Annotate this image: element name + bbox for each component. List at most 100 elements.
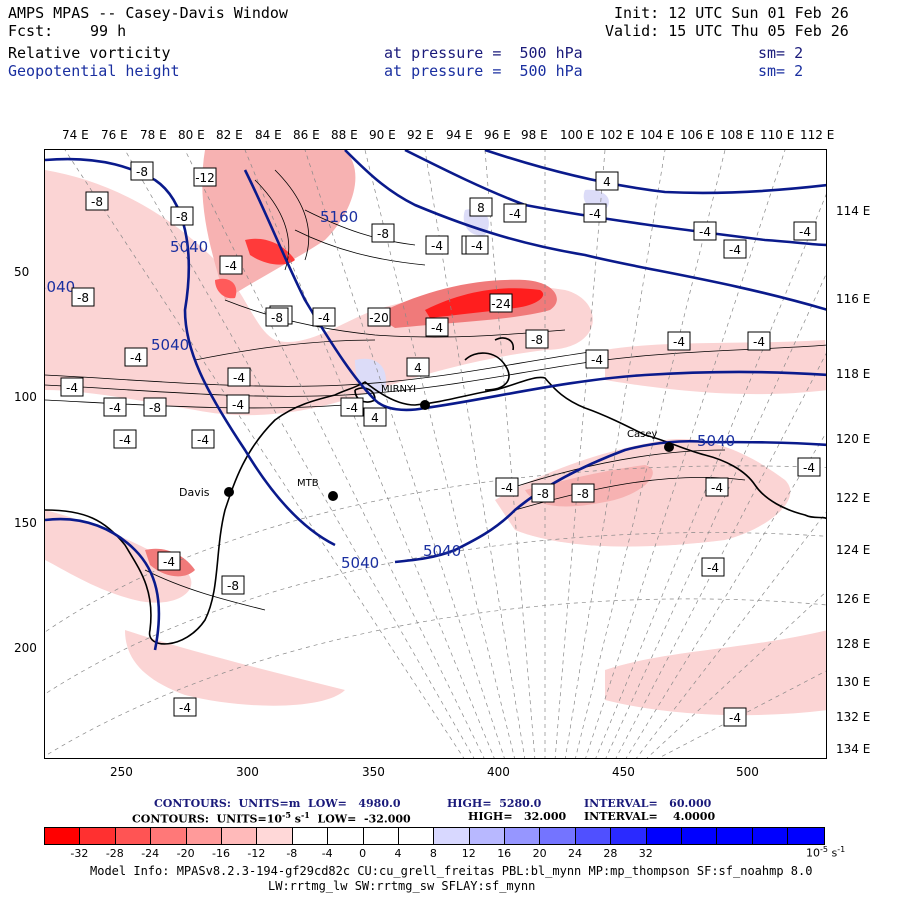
height-label: 5040 [151,336,189,354]
color-scale-cell [752,828,789,844]
color-scale-cell [45,828,81,844]
vorticity-box-label: -4 [667,331,691,351]
color-scale-tick: -20 [176,847,195,860]
vorticity-value: -4 [589,207,601,221]
vorticity-value: -4 [119,433,131,447]
longitude-label-top: 106 E [680,128,715,142]
height-label: 5040 [697,432,735,450]
vorticity-box-label: -12 [193,167,217,187]
vorticity-box-label: -4 [425,317,449,337]
vorticity-contours [45,169,826,611]
vorticity-labels: -8 -12 -8 -8 -4 -4 -4 -8 -4 -4 -8 -4 -4 -4 -4 -8 -20 -24 -… [60,161,821,727]
vorticity-value: -4 [509,207,521,221]
color-scale-tick: 32 [638,847,653,860]
longitude-label-top: 100 E [560,128,595,142]
vorticity-value: -4 [729,243,741,257]
height-label: 5040 [423,542,461,560]
color-scale-bar [44,827,825,845]
longitude-label-top: 110 E [760,128,795,142]
vorticity-box-label: -4 [701,557,725,577]
vorticity-box-label: -4 [793,221,817,241]
vorticity-value: -4 [591,353,603,367]
vorticity-box-label: -24 [489,293,513,313]
color-scale-cell [363,828,399,844]
valid-time: Valid: 15 UTC Thu 05 Feb 26 [605,22,849,40]
longitude-label-right: 132 E [836,710,871,724]
color-scale-cell [328,828,364,844]
vorticity-value: -4 [803,461,815,475]
color-scale-tick: 12 [461,847,476,860]
color-scale-tick: -32 [70,847,89,860]
field1-name: Relative vorticity [8,44,171,62]
vorticity-box-label: -8 [371,223,395,243]
model-info: Model Info: MPASv8.2.3-194-gf29cd82c CU:… [90,864,813,878]
vorticity-value: 4 [603,175,611,189]
vorticity-box-label: -4 [723,239,747,259]
color-scale-cell [292,828,329,844]
vorticity-value: -4 [699,225,711,239]
longitude-label-top: 76 E [101,128,128,142]
longitude-label-right: 124 E [836,543,871,557]
vorticity-value: -8 [77,291,89,305]
init-time: Init: 12 UTC Sun 01 Feb 26 [614,4,849,22]
vorticity-value: -4 [163,555,175,569]
vorticity-box-label: -4 [312,307,336,327]
grid-tick-left: 200 [14,641,37,655]
vorticity-value: -8 [537,487,549,501]
grid-tick-bottom: 400 [487,765,510,779]
color-scale-tick: 4 [394,847,402,860]
longitude-label-right: 134 E [836,742,871,756]
longitude-label-top: 74 E [62,128,89,142]
station-label-mtb: MTB [297,478,319,489]
vorticity-box-label: -8 [221,575,245,595]
map-canvas[interactable]: Davis MTB MIRNYI Casey 5040 5040 5040 50… [45,150,827,759]
grid-tick-left: 150 [14,516,37,530]
vorticity-box-label: -8 [265,307,289,327]
vorticity-value: -8 [271,311,283,325]
casey-marker [664,442,674,452]
color-scale-tick: 8 [429,847,437,860]
color-scale-cell [80,828,116,844]
height-labels: 5040 5040 5040 5040 5040 5160 5040 [45,208,735,572]
vorticity-value: -4 [109,401,121,415]
vorticity-value: -4 [179,701,191,715]
vorticity-box-label: -4 [723,707,747,727]
map-panel[interactable]: Davis MTB MIRNYI Casey 5040 5040 5040 50… [44,149,827,759]
vorticity-value: -4 [66,381,78,395]
vorticity-box-label: -4 [124,347,148,367]
vorticity-value: -4 [232,398,244,412]
vorticity-box-label: -4 [226,394,250,414]
grid-tick-bottom: 250 [110,765,133,779]
height-label: 5040 [170,238,208,256]
vorticity-box-label: 4 [406,357,430,377]
vorticity-box-label: -4 [425,235,449,255]
longitude-label-top: 78 E [140,128,167,142]
vorticity-value: -4 [130,351,142,365]
grid-tick-bottom: 350 [362,765,385,779]
color-scale-tick: 28 [603,847,618,860]
field1-level: at pressure = 500 hPa [384,44,583,62]
vorticity-box-label: -4 [747,331,771,351]
station-label-casey: Casey [627,429,657,440]
vorticity-box-label: -4 [583,203,607,223]
vorticity-value: -8 [149,401,161,415]
vorticity-value: -24 [491,297,511,311]
vorticity-value: -4 [197,433,209,447]
vorticity-contour-interval: INTERVAL= 4.0000 [584,810,716,823]
longitude-label-top: 84 E [255,128,282,142]
color-scale-tick: -12 [247,847,266,860]
vorticity-value: -8 [176,210,188,224]
mtb-marker [328,491,338,501]
vorticity-contour-units: CONTOURS: UNITS=10-5 s-1 LOW= -32.000 [132,810,411,826]
color-scale-tick: -4 [321,847,333,860]
vorticity-value: -4 [799,225,811,239]
color-scale-tick: 0 [359,847,367,860]
height-label: 5040 [341,554,379,572]
field2-level: at pressure = 500 hPa [384,62,583,80]
vorticity-box-label: -8 [571,483,595,503]
vorticity-contour-high: HIGH= 32.000 [468,810,567,823]
vorticity-box-label: -8 [130,161,154,181]
longitude-label-top: 98 E [521,128,548,142]
vorticity-box-label: -8 [71,287,95,307]
vorticity-value: -4 [233,371,245,385]
